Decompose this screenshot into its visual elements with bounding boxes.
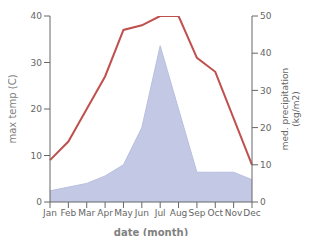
svg-text:20: 20: [260, 123, 272, 133]
svg-text:Oct: Oct: [207, 208, 223, 218]
svg-text:Dec: Dec: [243, 208, 260, 218]
svg-text:0: 0: [36, 197, 42, 207]
svg-text:20: 20: [31, 104, 43, 114]
svg-text:date (month): date (month): [114, 227, 188, 236]
svg-text:40: 40: [31, 11, 43, 21]
svg-text:Aug: Aug: [170, 208, 188, 218]
svg-text:50: 50: [260, 11, 272, 21]
svg-text:Jun: Jun: [134, 208, 149, 218]
svg-text:Mar: Mar: [78, 208, 95, 218]
svg-text:30: 30: [260, 86, 272, 96]
svg-text:30: 30: [31, 58, 43, 68]
svg-text:Sep: Sep: [188, 208, 205, 218]
svg-text:Jan: Jan: [42, 208, 57, 218]
svg-text:med. precipitation(kg/m2): med. precipitation(kg/m2): [280, 68, 301, 150]
svg-text:Feb: Feb: [60, 208, 76, 218]
svg-text:10: 10: [31, 151, 43, 161]
svg-text:40: 40: [260, 48, 272, 58]
svg-text:Apr: Apr: [97, 208, 113, 218]
svg-text:Jul: Jul: [154, 208, 166, 218]
svg-text:May: May: [114, 208, 133, 218]
svg-text:0: 0: [260, 197, 266, 207]
svg-text:Nov: Nov: [225, 208, 243, 218]
svg-text:10: 10: [260, 160, 272, 170]
svg-text:max temp (C): max temp (C): [8, 74, 18, 143]
